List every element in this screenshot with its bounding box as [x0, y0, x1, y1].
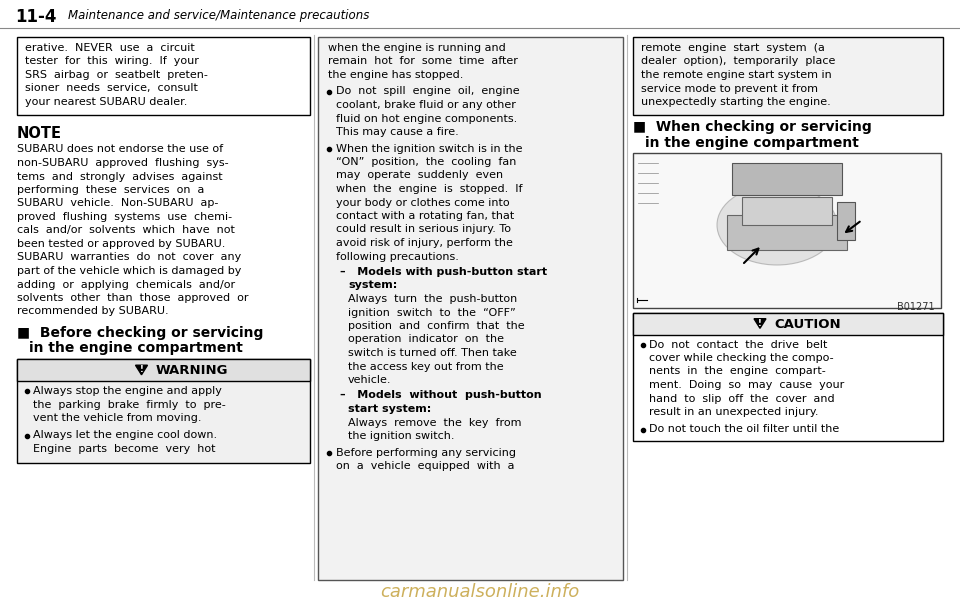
- Bar: [742, 197, 832, 225]
- Text: position  and  confirm  that  the: position and confirm that the: [348, 321, 524, 331]
- Text: fluid on hot engine components.: fluid on hot engine components.: [336, 114, 517, 123]
- Text: the  parking  brake  firmly  to  pre-: the parking brake firmly to pre-: [33, 400, 226, 409]
- Text: when  the  engine  is  stopped.  If: when the engine is stopped. If: [336, 184, 522, 194]
- Text: non-SUBARU  approved  flushing  sys-: non-SUBARU approved flushing sys-: [17, 158, 228, 168]
- Text: the engine has stopped.: the engine has stopped.: [328, 70, 464, 80]
- Text: vent the vehicle from moving.: vent the vehicle from moving.: [33, 413, 202, 423]
- Text: your nearest SUBARU dealer.: your nearest SUBARU dealer.: [25, 97, 187, 107]
- Text: !: !: [758, 319, 762, 328]
- Text: This may cause a fire.: This may cause a fire.: [336, 127, 459, 137]
- Text: tems  and  strongly  advises  against: tems and strongly advises against: [17, 172, 223, 181]
- Text: Before performing any servicing: Before performing any servicing: [336, 447, 516, 458]
- Text: your body or clothes come into: your body or clothes come into: [336, 197, 510, 208]
- Text: sioner  needs  service,  consult: sioner needs service, consult: [25, 84, 198, 93]
- Text: WARNING: WARNING: [156, 364, 228, 377]
- Bar: [732, 163, 842, 195]
- Bar: [17, 359, 310, 381]
- Text: in the engine compartment: in the engine compartment: [29, 341, 243, 355]
- Text: ignition  switch  to  the  “OFF”: ignition switch to the “OFF”: [348, 307, 516, 318]
- Text: tester  for  this  wiring.  If  your: tester for this wiring. If your: [25, 56, 199, 67]
- Bar: [727, 215, 847, 250]
- Text: cals  and/or  solvents  which  have  not: cals and/or solvents which have not: [17, 225, 235, 235]
- Text: Do  not  contact  the  drive  belt: Do not contact the drive belt: [649, 340, 828, 349]
- Text: switch is turned off. Then take: switch is turned off. Then take: [348, 348, 516, 358]
- Text: Always let the engine cool down.: Always let the engine cool down.: [33, 431, 217, 441]
- Polygon shape: [754, 319, 766, 328]
- Text: adding  or  applying  chemicals  and/or: adding or applying chemicals and/or: [17, 279, 235, 290]
- Text: SRS  airbag  or  seatbelt  preten-: SRS airbag or seatbelt preten-: [25, 70, 208, 80]
- Text: start system:: start system:: [348, 404, 431, 414]
- Text: hand  to  slip  off  the  cover  and: hand to slip off the cover and: [649, 393, 834, 403]
- Ellipse shape: [717, 185, 837, 265]
- Text: ■  When checking or servicing: ■ When checking or servicing: [633, 120, 872, 134]
- Text: SUBARU does not endorse the use of: SUBARU does not endorse the use of: [17, 144, 223, 155]
- Text: !: !: [139, 365, 143, 375]
- Text: Do  not  spill  engine  oil,  engine: Do not spill engine oil, engine: [336, 87, 519, 97]
- Text: coolant, brake fluid or any other: coolant, brake fluid or any other: [336, 100, 516, 110]
- Text: result in an unexpected injury.: result in an unexpected injury.: [649, 407, 819, 417]
- Text: recommended by SUBARU.: recommended by SUBARU.: [17, 307, 169, 316]
- Bar: [17, 359, 310, 463]
- Text: when the engine is running and: when the engine is running and: [328, 43, 506, 53]
- Bar: [633, 312, 943, 334]
- Text: the ignition switch.: the ignition switch.: [348, 431, 454, 441]
- Text: ment.  Doing  so  may  cause  your: ment. Doing so may cause your: [649, 380, 844, 390]
- Text: nents  in  the  engine  compart-: nents in the engine compart-: [649, 367, 826, 376]
- Text: ■  Before checking or servicing: ■ Before checking or servicing: [17, 326, 263, 340]
- Text: NOTE: NOTE: [17, 126, 62, 142]
- Text: contact with a rotating fan, that: contact with a rotating fan, that: [336, 211, 515, 221]
- Text: service mode to prevent it from: service mode to prevent it from: [641, 84, 818, 93]
- Text: proved  flushing  systems  use  chemi-: proved flushing systems use chemi-: [17, 212, 232, 222]
- Text: could result in serious injury. To: could result in serious injury. To: [336, 224, 511, 235]
- Text: may  operate  suddenly  even: may operate suddenly even: [336, 170, 503, 180]
- Text: –   Models with push-button start: – Models with push-button start: [340, 267, 547, 277]
- Text: CAUTION: CAUTION: [774, 318, 841, 331]
- Bar: [633, 37, 943, 114]
- Text: system:: system:: [348, 280, 397, 290]
- Text: following precautions.: following precautions.: [336, 252, 459, 262]
- Text: been tested or approved by SUBARU.: been tested or approved by SUBARU.: [17, 239, 226, 249]
- Text: erative.  NEVER  use  a  circuit: erative. NEVER use a circuit: [25, 43, 195, 53]
- Text: B01271: B01271: [898, 302, 935, 312]
- Text: Do not touch the oil filter until the: Do not touch the oil filter until the: [649, 425, 839, 434]
- Text: vehicle.: vehicle.: [348, 375, 392, 385]
- Text: Maintenance and service/Maintenance precautions: Maintenance and service/Maintenance prec…: [68, 9, 370, 22]
- Text: –   Models  without  push-button: – Models without push-button: [340, 390, 541, 400]
- Text: on  a  vehicle  equipped  with  a: on a vehicle equipped with a: [336, 461, 515, 471]
- Bar: [633, 153, 941, 307]
- Text: the access key out from the: the access key out from the: [348, 362, 504, 371]
- Polygon shape: [135, 365, 148, 375]
- Text: SUBARU  warranties  do  not  cover  any: SUBARU warranties do not cover any: [17, 252, 241, 263]
- Text: the remote engine start system in: the remote engine start system in: [641, 70, 831, 80]
- Text: part of the vehicle which is damaged by: part of the vehicle which is damaged by: [17, 266, 241, 276]
- Bar: [0, 0, 960, 28]
- Text: 11-4: 11-4: [15, 8, 57, 26]
- Text: When the ignition switch is in the: When the ignition switch is in the: [336, 144, 522, 153]
- Text: performing  these  services  on  a: performing these services on a: [17, 185, 204, 195]
- Text: Always  turn  the  push-button: Always turn the push-button: [348, 294, 517, 304]
- Text: cover while checking the compo-: cover while checking the compo-: [649, 353, 833, 363]
- Bar: [318, 37, 623, 580]
- Bar: [837, 202, 855, 240]
- Text: operation  indicator  on  the: operation indicator on the: [348, 334, 504, 345]
- Text: carmanualsonline.info: carmanualsonline.info: [380, 583, 580, 601]
- Text: Always stop the engine and apply: Always stop the engine and apply: [33, 386, 222, 396]
- Text: “ON”  position,  the  cooling  fan: “ON” position, the cooling fan: [336, 157, 516, 167]
- Text: dealer  option),  temporarily  place: dealer option), temporarily place: [641, 56, 835, 67]
- Text: remain  hot  for  some  time  after: remain hot for some time after: [328, 56, 517, 67]
- Bar: [17, 37, 310, 114]
- Bar: [633, 312, 943, 441]
- Text: Engine  parts  become  very  hot: Engine parts become very hot: [33, 444, 215, 454]
- Text: remote  engine  start  system  (a: remote engine start system (a: [641, 43, 825, 53]
- Text: Always  remove  the  key  from: Always remove the key from: [348, 417, 521, 428]
- Text: solvents  other  than  those  approved  or: solvents other than those approved or: [17, 293, 249, 303]
- Text: unexpectedly starting the engine.: unexpectedly starting the engine.: [641, 97, 830, 107]
- Text: avoid risk of injury, perform the: avoid risk of injury, perform the: [336, 238, 513, 248]
- Text: SUBARU  vehicle.  Non-SUBARU  ap-: SUBARU vehicle. Non-SUBARU ap-: [17, 199, 218, 208]
- Text: in the engine compartment: in the engine compartment: [645, 136, 859, 150]
